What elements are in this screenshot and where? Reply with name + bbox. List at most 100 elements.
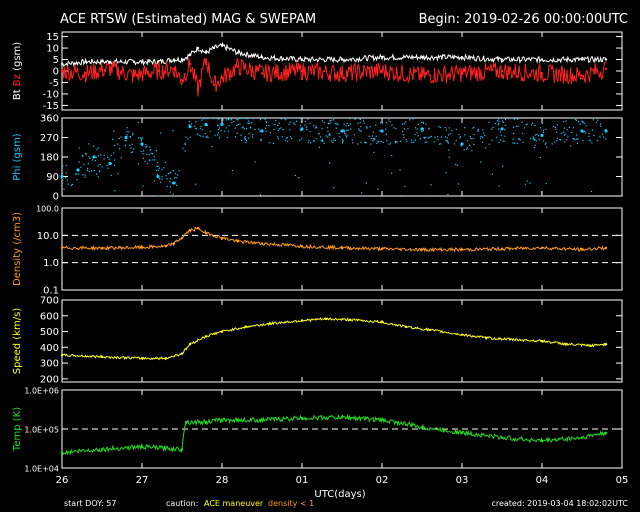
data-point-noise — [289, 136, 292, 138]
data-point-noise — [175, 184, 178, 186]
data-point-noise — [222, 119, 224, 121]
data-point-noise — [125, 140, 127, 142]
data-point-noise — [141, 145, 144, 147]
data-point-noise — [89, 157, 91, 159]
data-point — [220, 76, 224, 80]
x-axis: 26 27 28 01 02 03 04 05 — [56, 475, 629, 486]
data-point-noise — [512, 142, 514, 144]
data-point-noise — [142, 150, 145, 152]
data-point-noise — [254, 128, 256, 131]
data-point — [508, 338, 512, 341]
data-point-noise — [498, 118, 500, 120]
data-point-noise — [206, 135, 208, 137]
data-point-noise — [163, 167, 165, 169]
y-tick-label: 0 — [53, 67, 59, 78]
data-point-noise — [477, 129, 479, 131]
data-point-noise — [518, 137, 520, 140]
data-point — [60, 62, 64, 66]
data-point-noise — [343, 123, 345, 125]
data-point-noise — [248, 132, 250, 135]
data-point-noise — [334, 123, 336, 125]
data-point-noise — [248, 122, 250, 124]
data-point-noise — [65, 172, 68, 174]
data-point — [604, 67, 608, 70]
data-point-noise — [570, 145, 572, 147]
data-point — [76, 168, 80, 172]
data-point-noise — [334, 139, 336, 141]
data-point-noise — [448, 156, 450, 158]
data-point-noise — [391, 172, 393, 174]
data-point-noise — [541, 122, 543, 124]
data-point-noise — [482, 132, 485, 134]
data-point-noise — [446, 140, 448, 142]
data-point-noise — [572, 127, 575, 129]
data-point-noise — [348, 118, 351, 120]
data-point-noise — [277, 138, 279, 140]
y-tick-label: 180 — [40, 153, 59, 164]
data-point-noise — [444, 136, 447, 138]
data-point-noise — [595, 121, 597, 123]
data-point-noise — [404, 185, 406, 188]
data-point-noise — [422, 130, 424, 132]
data-point — [140, 445, 144, 448]
data-point-noise — [504, 129, 506, 131]
data-point-noise — [389, 142, 392, 144]
data-point-noise — [389, 120, 391, 123]
data-point-noise — [361, 192, 363, 194]
data-point-noise — [473, 133, 475, 135]
data-point-noise — [574, 118, 576, 121]
data-point-noise — [321, 120, 323, 122]
data-point-noise — [563, 134, 565, 136]
data-point — [588, 344, 592, 347]
data-point-noise — [488, 143, 490, 145]
data-point-noise — [563, 131, 565, 133]
data-point-noise — [124, 145, 127, 147]
data-point-noise — [241, 139, 243, 142]
data-point-noise — [161, 175, 163, 178]
data-point-noise — [366, 127, 368, 129]
data-point-noise — [184, 143, 186, 146]
data-point-noise — [440, 143, 442, 145]
data-point-noise — [137, 163, 139, 165]
data-point-noise — [99, 170, 101, 172]
data-point-noise — [543, 140, 545, 142]
data-point-noise — [534, 134, 536, 136]
data-point-noise — [244, 138, 247, 140]
data-point-noise — [245, 140, 248, 142]
data-point-noise — [149, 149, 151, 151]
data-point-noise — [327, 130, 329, 132]
data-point-noise — [142, 185, 144, 187]
data-point-noise — [406, 141, 408, 143]
data-point-noise — [124, 139, 126, 142]
data-point-noise — [473, 127, 475, 129]
data-point-noise — [117, 143, 119, 145]
data-point-noise — [351, 139, 353, 141]
data-point-noise — [331, 140, 333, 142]
data-point-noise — [278, 122, 280, 124]
data-point-noise — [237, 124, 239, 126]
data-point-noise — [579, 123, 581, 125]
data-point-noise — [572, 137, 574, 140]
data-point-noise — [362, 120, 365, 122]
data-point-noise — [329, 122, 331, 124]
data-point-noise — [353, 134, 355, 136]
data-point-noise — [315, 127, 318, 129]
data-point-noise — [422, 121, 424, 123]
data-point-noise — [500, 139, 502, 141]
data-point-noise — [401, 123, 404, 125]
data-point-noise — [512, 138, 514, 140]
data-point-noise — [444, 126, 446, 129]
data-point-noise — [529, 182, 531, 184]
data-point-noise — [403, 136, 405, 138]
data-point-noise — [321, 140, 323, 142]
y-tick-label: 100.0 — [36, 205, 59, 214]
data-point — [156, 69, 160, 73]
data-point-noise — [78, 147, 80, 149]
data-point-noise — [447, 142, 449, 144]
data-point-noise — [545, 142, 547, 144]
data-point-noise — [537, 135, 539, 137]
data-point-noise — [239, 118, 241, 120]
data-point — [500, 58, 504, 61]
data-point-noise — [217, 134, 219, 136]
data-point-noise — [273, 128, 275, 131]
